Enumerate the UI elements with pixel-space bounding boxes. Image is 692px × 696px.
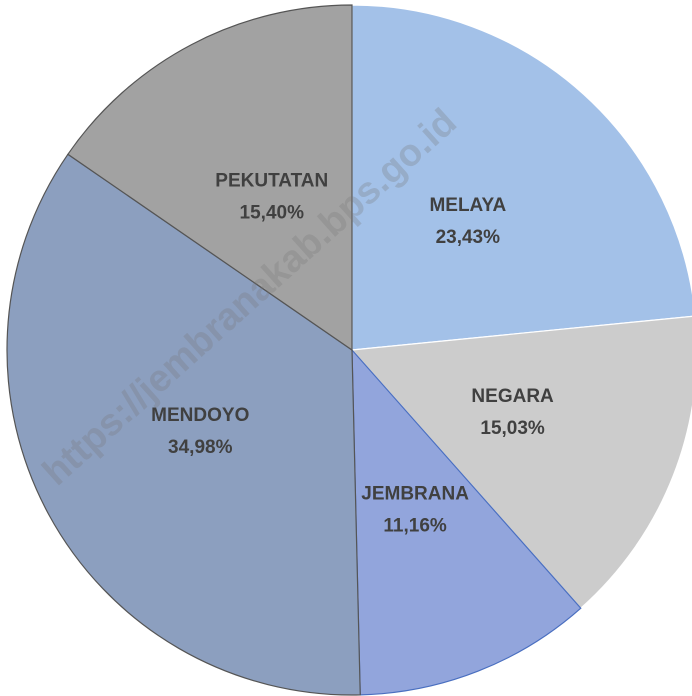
- slice-name: JEMBRANA: [361, 484, 469, 505]
- slice-value: 34,98%: [168, 437, 233, 458]
- labels: MELAYA 23,43% NEGARA 15,03% JEMBRANA 11,16% ME…: [151, 170, 554, 536]
- slice: [67, 4, 353, 352]
- slice-value: 11,16%: [383, 516, 446, 537]
- slice: [351, 4, 692, 351]
- slice-value: 15,40%: [240, 202, 305, 223]
- slice: [6, 153, 361, 696]
- slice-value: 15,03%: [480, 418, 545, 439]
- slice-name: PEKUTATAN: [215, 170, 328, 191]
- slice-name: MELAYA: [429, 195, 506, 216]
- pie: [6, 4, 692, 696]
- slice: [350, 315, 692, 610]
- slice-name: NEGARA: [471, 386, 554, 407]
- slice: [351, 348, 582, 696]
- slice-value: 23,43%: [436, 227, 501, 248]
- slice-name: MENDOYO: [151, 405, 249, 426]
